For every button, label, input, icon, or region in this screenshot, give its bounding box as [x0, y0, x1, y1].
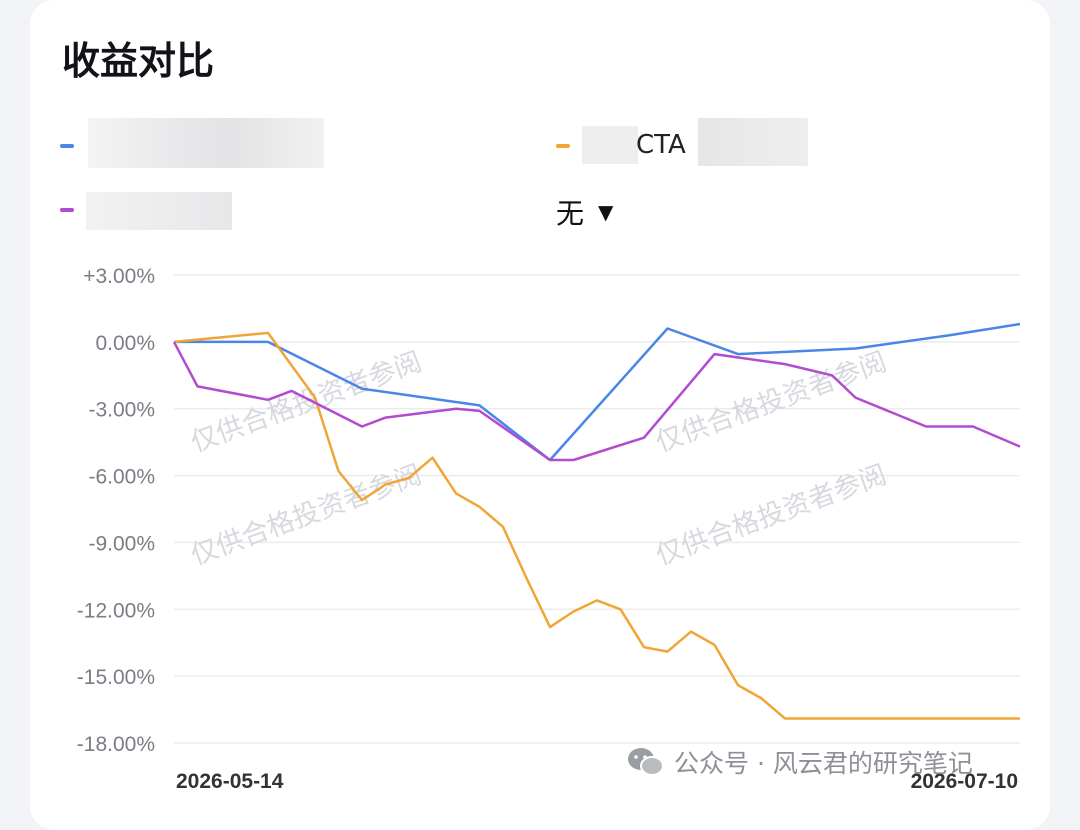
legend-label-redacted-1 — [88, 118, 324, 168]
watermark-layer: 仅供合格投资者参阅 仅供合格投资者参阅 仅供合格投资者参阅 仅供合格投资者参阅 — [187, 346, 891, 571]
legend-label-redacted-2b — [698, 118, 808, 166]
wechat-icon — [628, 748, 664, 776]
y-tick-label: -12.00% — [77, 599, 155, 622]
grid-lines — [174, 274, 1020, 744]
chart-title: 收益对比 — [62, 39, 215, 83]
y-tick-label: -18.00% — [77, 733, 155, 756]
y-tick-label: -9.00% — [88, 532, 155, 555]
series-line-3 — [172, 341, 1021, 462]
y-tick-label: -6.00% — [88, 466, 155, 489]
x-tick-end: 2026-07-10 — [911, 770, 1018, 793]
x-axis-ticks: 2026-05-14 2026-07-10 — [176, 770, 1018, 793]
legend-swatch-2 — [556, 144, 570, 148]
series-line-1 — [174, 322, 1021, 462]
footer-watermark: 公众号 · 风云君的研究笔记 — [626, 744, 973, 780]
legend-label-redacted-2a — [582, 126, 638, 164]
legend-label-redacted-3 — [86, 192, 232, 230]
x-tick-start: 2026-05-14 — [176, 770, 284, 793]
y-tick-label: 0.00% — [95, 332, 155, 355]
series-line-2 — [173, 331, 1020, 720]
y-axis-ticks: +3.00% 0.00% -3.00% -6.00% -9.00% -12.00% -15.… — [77, 265, 155, 756]
legend-label-2: CTA — [636, 130, 686, 160]
y-tick-label: -15.00% — [77, 666, 155, 689]
footer-watermark-text: 公众号 · 风云君的研究笔记 — [674, 749, 973, 778]
legend-swatch-1 — [60, 144, 74, 148]
benchmark-selector[interactable]: 无 ▼ — [556, 192, 613, 232]
watermark-text: 仅供合格投资者参阅 — [187, 346, 426, 458]
y-tick-label: +3.00% — [83, 265, 155, 288]
returns-line-chart: +3.00% 0.00% -3.00% -6.00% -9.00% -12.00% -15.… — [77, 265, 1021, 793]
legend-swatch-3 — [60, 208, 74, 212]
series-lines — [172, 322, 1021, 720]
y-tick-label: -3.00% — [88, 399, 155, 422]
benchmark-selector-value: 无 — [556, 197, 585, 230]
caret-down-icon: ▼ — [598, 200, 614, 224]
